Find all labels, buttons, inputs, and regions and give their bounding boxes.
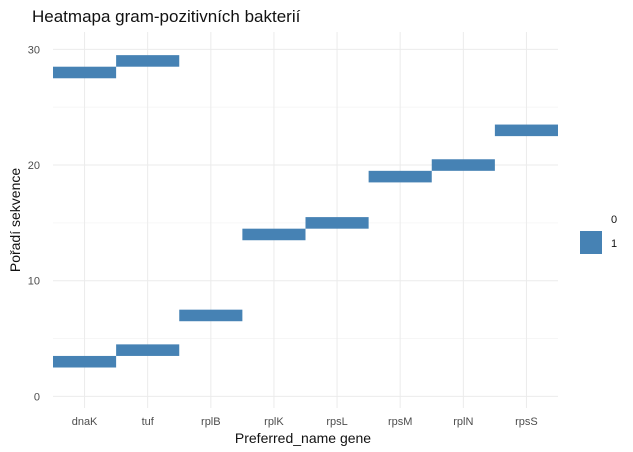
heatmap-cell — [305, 217, 369, 229]
x-tick-label: rpsS — [515, 416, 538, 428]
heatmap-cell — [242, 228, 306, 241]
x-tick-label: tuf — [142, 416, 155, 428]
x-tick-label: rplB — [201, 416, 221, 428]
chart-title: Heatmapa gram-pozitivních bakterií — [32, 7, 301, 26]
x-tick-label: rplN — [453, 416, 473, 428]
x-axis-title: Preferred_name gene — [235, 430, 371, 446]
heatmap-cell — [431, 159, 495, 171]
y-axis-ticks: 0 10 20 30 — [28, 44, 40, 403]
heatmap-cell — [53, 66, 117, 79]
legend: 0 1 — [580, 214, 617, 254]
heatmap-cells — [53, 55, 558, 368]
legend-key-1 — [580, 231, 602, 254]
x-tick-label: rplK — [264, 416, 284, 428]
grid — [53, 32, 558, 408]
heatmap-cell — [116, 55, 180, 67]
x-tick-label: dnaK — [72, 416, 98, 428]
x-tick-label: rpsL — [326, 416, 347, 428]
y-tick-label: 0 — [34, 391, 40, 403]
heatmap-cell — [368, 170, 432, 183]
y-axis-title: Pořadí sekvence — [7, 168, 23, 272]
y-tick-label: 20 — [28, 160, 40, 172]
heatmap-cell — [53, 355, 117, 368]
y-tick-label: 30 — [28, 44, 40, 56]
legend-label-1: 1 — [611, 238, 617, 250]
legend-label-0: 0 — [611, 214, 617, 226]
heatmap-cell — [494, 124, 558, 137]
heatmap-cell — [179, 309, 243, 322]
x-tick-label: rpsM — [388, 416, 412, 428]
x-axis-ticks: dnaK tuf rplB rplK rpsL rpsM rplN rpsS — [72, 416, 538, 428]
y-tick-label: 10 — [28, 276, 40, 288]
heatmap-cell — [116, 344, 180, 356]
